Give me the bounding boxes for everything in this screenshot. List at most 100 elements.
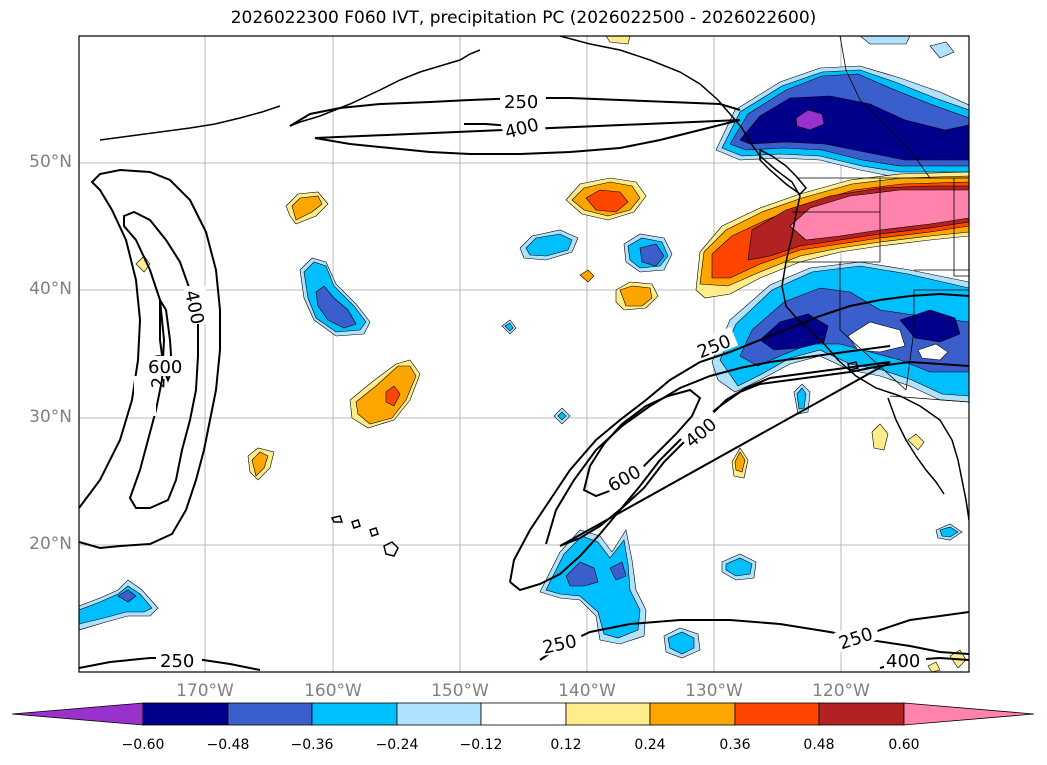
lon-label-170w: 170°W — [176, 681, 234, 701]
precip-region-small-blue-m-inner — [939, 526, 959, 538]
contour-label-bg-6 — [691, 326, 739, 362]
precip-region-dot-yellow-a — [135, 255, 151, 273]
colorbar-swatch-1 — [142, 702, 229, 726]
contour-label-bg-3 — [134, 376, 156, 416]
precip-region-south-royal — [565, 561, 599, 587]
colorbar-tick-2: −0.48 — [206, 737, 250, 753]
precip-region-top-edge-blue — [859, 36, 911, 45]
coastline-hawaii-3 — [351, 519, 361, 529]
precip-region-dot-orange-b-inner — [251, 451, 269, 477]
coastline-hawaii-4 — [330, 515, 344, 523]
lat-label-20n: 20°N — [29, 534, 72, 554]
precip-region-bc-navy — [739, 95, 969, 161]
map-title: 2026022300 F060 IVT, precipitation PC (2… — [230, 8, 817, 28]
contour-label-250-north: 250 — [504, 92, 538, 113]
colorbar-swatch-7 — [649, 702, 736, 726]
precip-region-dot-sky-c-inner — [504, 322, 514, 332]
lon-label-150w: 150°W — [431, 681, 489, 701]
border-bc-alberta — [839, 36, 931, 179]
colorbar-tick-3: −0.36 — [290, 737, 334, 753]
precip-region-mid-redorange — [385, 385, 401, 407]
lat-label-30n: 30°N — [29, 407, 72, 427]
colorbar-tick-8: 0.36 — [719, 737, 751, 753]
precip-region-royal-blob-b — [639, 243, 665, 267]
lat-label-40n: 40°N — [29, 279, 72, 299]
colorbar-swatch-6 — [565, 702, 651, 726]
colorbar-swatch-9 — [818, 702, 905, 726]
contour-label-bg-4 — [184, 286, 206, 324]
colorbar-tick-7: 0.24 — [634, 737, 666, 753]
coastline-vancouver — [759, 148, 808, 195]
precip-region-orange-dot-a — [579, 269, 595, 283]
precip-region-orange-small-a-inner — [619, 285, 653, 307]
colorbar-tick-10: 0.60 — [888, 737, 920, 753]
lat-label-50n: 50°N — [29, 152, 72, 172]
contour-label-bg-8 — [678, 408, 724, 452]
lon-label-120w: 120°W — [812, 681, 870, 701]
ivt-contour-250-southeast — [539, 619, 969, 661]
coastline-baja — [887, 397, 945, 495]
precip-region-west-orange-inner — [291, 195, 323, 221]
ivt-contour-250-west — [79, 168, 221, 550]
contour-label-bg-11 — [156, 650, 202, 670]
colorbar-tick-9: 0.48 — [803, 737, 835, 753]
precip-region-small-orange-i — [871, 423, 889, 451]
precip-region-pnw-pink — [789, 189, 969, 241]
contour-label-bg-12 — [884, 650, 926, 670]
colorbar-tick-1: −0.60 — [121, 737, 165, 753]
contour-label-250-southwest: 250 — [160, 651, 194, 672]
coastline-alaska — [289, 49, 481, 127]
colorbar-swatch-3 — [311, 702, 398, 726]
border-arizona — [905, 289, 969, 391]
border-layer — [786, 36, 969, 403]
coastline-hawaii-2 — [369, 527, 379, 537]
precip-region-small-orange-l — [927, 661, 941, 672]
precip-region-bc-purple — [795, 109, 825, 131]
precip-region-small-blue-f-inner — [725, 557, 753, 577]
contour-label-600-west: 600 — [148, 357, 182, 378]
precip-fill-layer — [79, 36, 969, 672]
precip-region-south-royal-2 — [609, 561, 627, 581]
coastline-aleutian-chain — [99, 105, 281, 141]
precip-region-top-edge-blue-2 — [929, 41, 955, 59]
border-nevada — [839, 262, 907, 391]
colorbar-tick-4: −0.24 — [375, 737, 419, 753]
colorbar-tick-5: −0.12 — [459, 737, 503, 753]
contour-label-bg-10 — [833, 620, 881, 652]
precip-region-ca-white-hole-2 — [917, 343, 949, 361]
precip-region-far-west-royal — [117, 589, 137, 603]
colorbar-swatch-2 — [227, 702, 313, 726]
colorbar-extend-high — [903, 702, 1035, 726]
colorbar — [11, 702, 1035, 726]
precip-region-south-blue-inner — [545, 535, 641, 639]
coastline-hawaii-1 — [383, 541, 399, 557]
ivt-contour-250-north — [289, 97, 741, 155]
precip-region-sky-blob-a-inner — [525, 233, 573, 257]
precip-region-small-blue-g-inner — [796, 387, 807, 410]
precip-region-west-blue-royal — [315, 285, 357, 329]
border-mexico-us — [889, 395, 969, 403]
border-montana — [953, 178, 969, 277]
colorbar-swatch-4 — [396, 702, 482, 726]
colorbar-tick-6: 0.12 — [550, 737, 582, 753]
contour-label-400-southeast: 400 — [886, 651, 920, 672]
contour-label-bg-9 — [601, 456, 649, 496]
precip-region-small-orange-j — [907, 433, 925, 451]
colorbar-extend-low — [11, 702, 144, 726]
contour-label-bg-5 — [146, 356, 188, 376]
lon-label-140w: 140°W — [558, 681, 616, 701]
precip-region-north-redorange — [585, 189, 629, 213]
precip-region-ca-navy-2 — [899, 309, 961, 343]
colorbar-swatch-8 — [734, 702, 820, 726]
contour-label-bg-1 — [500, 90, 546, 112]
colorbar-swatch-5 — [480, 702, 567, 726]
lon-label-130w: 130°W — [685, 681, 743, 701]
precip-region-ca-navy — [759, 313, 829, 351]
contour-label-bg-2 — [500, 110, 546, 142]
ivt-contour-labels: 250 400 250 400 600 250 250 400 600 250 … — [134, 90, 926, 672]
lon-label-160w: 160°W — [304, 681, 362, 701]
map-frame — [78, 35, 970, 673]
precip-region-small-orange-h-inner — [734, 451, 746, 473]
contour-label-bg-7 — [538, 627, 584, 657]
